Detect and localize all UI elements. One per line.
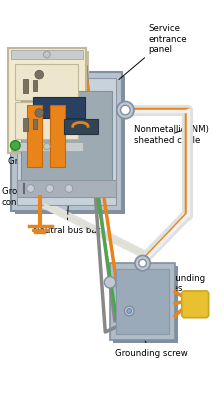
Circle shape — [139, 260, 146, 267]
Bar — [50, 106, 65, 168]
Bar — [11, 52, 89, 156]
Bar — [15, 77, 125, 215]
Bar — [32, 97, 85, 118]
Circle shape — [43, 144, 50, 150]
Bar — [27, 106, 42, 168]
Bar — [32, 81, 37, 92]
Bar — [11, 142, 83, 152]
Circle shape — [104, 277, 116, 288]
Bar — [8, 49, 86, 154]
Bar — [15, 65, 78, 101]
Bar — [23, 118, 28, 132]
Circle shape — [121, 106, 130, 115]
Circle shape — [135, 256, 150, 271]
Bar — [110, 263, 175, 340]
Text: Nonmetallic (NM)
sheathed cable: Nonmetallic (NM) sheathed cable — [134, 125, 209, 144]
Circle shape — [124, 306, 134, 316]
Bar — [64, 119, 98, 135]
Text: Grounding electrode
conductor: Grounding electrode conductor — [2, 187, 90, 214]
Text: Grounding screw: Grounding screw — [115, 314, 187, 357]
Text: Grounding terminal: Grounding terminal — [8, 147, 92, 166]
Bar — [32, 119, 37, 130]
Circle shape — [35, 71, 43, 80]
Bar — [15, 103, 78, 140]
Bar — [11, 73, 122, 211]
Bar — [21, 92, 112, 187]
Text: Neutral bus bar: Neutral bus bar — [33, 194, 101, 235]
Circle shape — [127, 309, 131, 314]
Text: Grounding
wires: Grounding wires — [161, 273, 206, 299]
Bar — [17, 180, 116, 198]
Circle shape — [65, 185, 73, 193]
Circle shape — [11, 141, 20, 151]
FancyBboxPatch shape — [182, 291, 209, 318]
Circle shape — [35, 109, 43, 118]
Bar — [113, 266, 178, 343]
Text: Service
entrance
panel: Service entrance panel — [119, 24, 187, 80]
Circle shape — [46, 185, 54, 193]
Circle shape — [43, 52, 50, 59]
Bar — [116, 269, 169, 334]
Bar — [17, 78, 116, 205]
Bar — [23, 80, 28, 93]
Bar — [11, 51, 83, 60]
Circle shape — [27, 185, 34, 193]
Circle shape — [117, 102, 134, 119]
